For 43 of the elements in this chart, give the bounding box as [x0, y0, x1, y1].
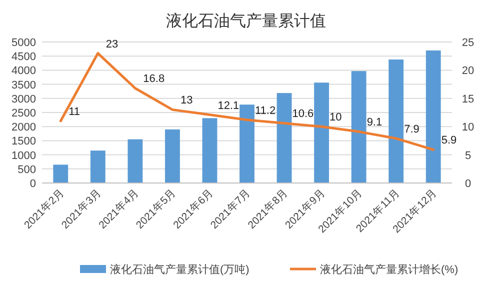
y-tick-label: 2000 — [12, 122, 36, 134]
y2-tick-label: 20 — [462, 65, 474, 78]
data-label: 13 — [180, 94, 193, 107]
y2-tick-label: 25 — [462, 37, 474, 49]
y-tick-label: 2500 — [12, 108, 36, 120]
data-label: 9.1 — [366, 116, 382, 129]
y-tick-label: 4000 — [12, 65, 36, 78]
bar — [202, 118, 218, 183]
data-label: 7.9 — [404, 123, 420, 136]
bar — [426, 50, 441, 183]
line-series — [59, 52, 435, 151]
y2-tick-label: 10 — [462, 122, 474, 134]
bar — [351, 71, 366, 183]
data-label: 12.1 — [218, 100, 240, 112]
bar — [388, 59, 404, 183]
bar — [314, 82, 329, 183]
data-label: 16.8 — [143, 73, 165, 86]
legend-label: 液化石油气产量累计值(万吨) — [110, 263, 250, 276]
data-label: 23 — [106, 38, 118, 50]
legend-label: 液化石油气产量累计增长(%) — [320, 263, 458, 276]
bar — [128, 139, 143, 183]
data-label: 11 — [68, 106, 80, 118]
y-tick-label: 5000 — [12, 37, 36, 49]
y2-tick-label: 0 — [464, 178, 472, 190]
data-label: 10 — [330, 112, 342, 124]
y-tick-label: 1500 — [12, 136, 36, 148]
y-tick-label: 0 — [30, 178, 36, 190]
bar — [240, 104, 254, 183]
bar — [53, 164, 68, 183]
chart-title: 液化石油气产量累计值 — [166, 12, 326, 30]
bar — [276, 93, 292, 183]
y2-tick-label: 15 — [462, 93, 474, 106]
y-tick-label: 3500 — [12, 79, 36, 92]
y2-tick-label: 5 — [464, 150, 472, 162]
y-tick-label: 3000 — [12, 93, 36, 106]
data-label: 10.6 — [292, 108, 314, 120]
data-label: 5.9 — [441, 134, 457, 147]
y-tick-label: 4500 — [12, 51, 36, 64]
bar — [165, 129, 180, 183]
y-tick-label: 500 — [18, 164, 36, 176]
bar — [90, 150, 106, 183]
y-tick-label: 1000 — [12, 150, 36, 162]
data-label: 11.2 — [255, 104, 276, 117]
